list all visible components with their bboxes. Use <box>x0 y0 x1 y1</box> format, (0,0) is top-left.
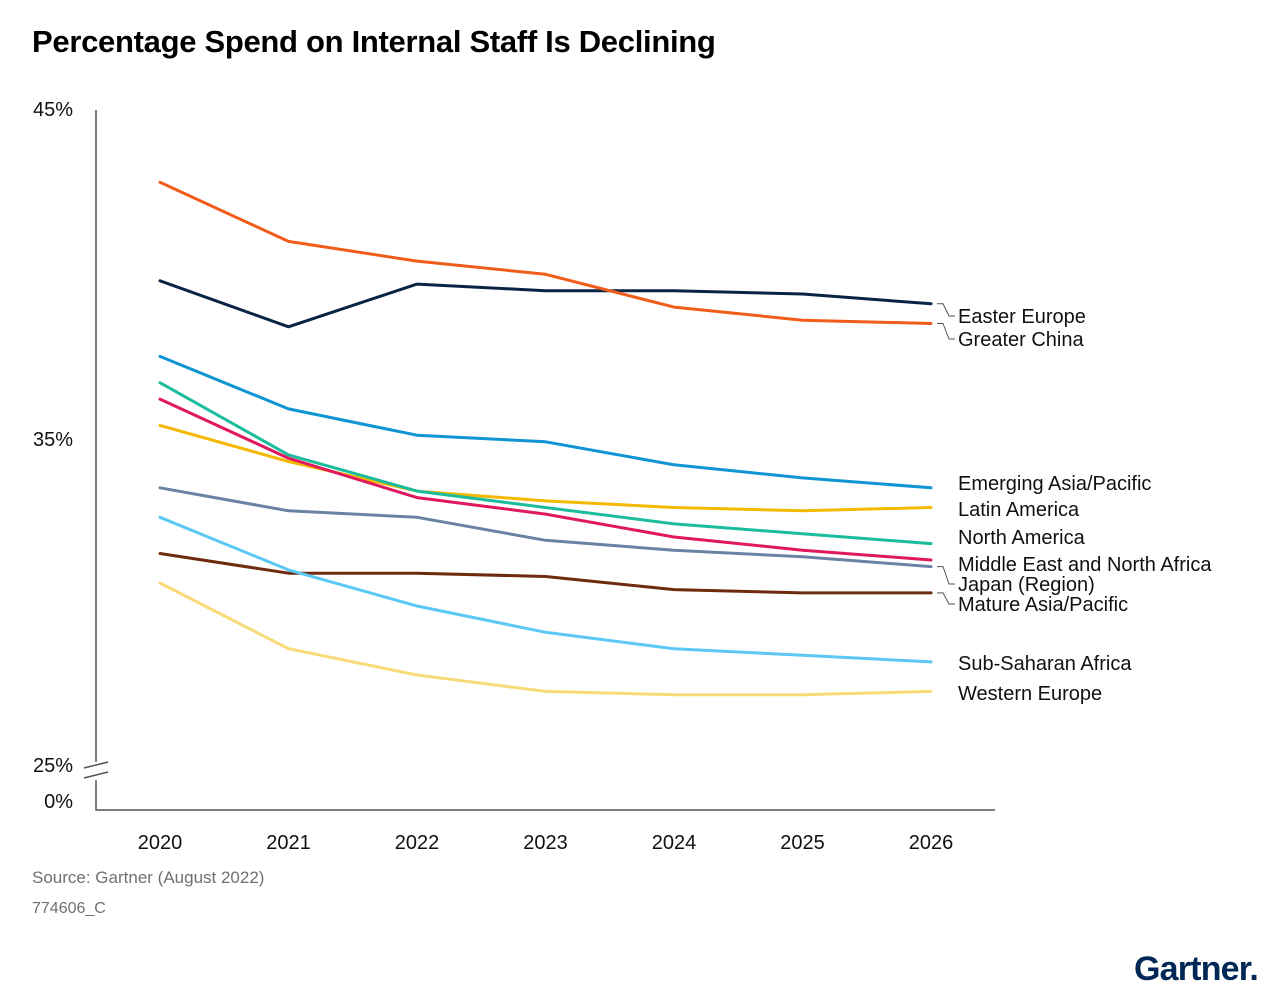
x-axis-labels: 2020 2021 2022 2023 2024 2025 2026 <box>138 832 954 854</box>
series-label: North America <box>958 527 1086 549</box>
chart-axes <box>83 110 995 811</box>
y-tick-label: 45% <box>33 99 73 121</box>
series-label: Japan (Region) <box>958 574 1095 596</box>
figure-code: 774606_C <box>32 900 106 917</box>
series-line <box>158 397 933 562</box>
series-line <box>158 381 933 546</box>
label-leader-line <box>937 303 955 317</box>
axis-lines <box>95 110 995 811</box>
series-label: Greater China <box>958 329 1084 351</box>
x-tick-label: 2021 <box>266 832 311 854</box>
y-tick-label: 25% <box>33 755 73 777</box>
series-label: Latin America <box>958 499 1080 521</box>
series-line <box>158 552 933 595</box>
series-label: Western Europe <box>958 683 1102 705</box>
y-axis-labels: 45% 35% 25% 0% <box>33 99 73 813</box>
label-leader-line <box>937 592 955 605</box>
series-label: Middle East and North Africa <box>958 554 1212 576</box>
series-label: Easter Europe <box>958 306 1086 328</box>
chart-title: Percentage Spend on Internal Staff Is De… <box>32 24 716 59</box>
series-line <box>158 486 933 569</box>
x-tick-label: 2022 <box>395 832 440 854</box>
label-leader-line <box>937 323 955 340</box>
x-tick-label: 2026 <box>909 832 954 854</box>
x-tick-label: 2025 <box>780 832 825 854</box>
series-line <box>158 581 933 697</box>
series-line <box>158 354 933 490</box>
x-tick-label: 2023 <box>523 832 568 854</box>
brand-text: Gartner <box>1134 950 1250 988</box>
label-leader-line <box>937 566 955 585</box>
series-label: Sub-Saharan Africa <box>958 653 1132 675</box>
series-line <box>158 423 933 513</box>
x-tick-label: 2024 <box>652 832 697 854</box>
y-tick-label: 35% <box>33 429 73 451</box>
y-tick-label: 0% <box>44 791 73 813</box>
series-label: Emerging Asia/Pacific <box>958 473 1151 495</box>
series-line <box>158 515 933 664</box>
axis-break-mark <box>83 761 109 779</box>
series-line <box>158 180 933 325</box>
source-note: Source: Gartner (August 2022) <box>32 868 265 887</box>
gartner-logo: Gartner. <box>1134 950 1259 989</box>
series-label: Mature Asia/Pacific <box>958 594 1128 616</box>
series-line <box>158 279 933 329</box>
x-tick-label: 2020 <box>138 832 183 854</box>
brand-dot: . <box>1249 950 1258 988</box>
series-lines <box>158 180 933 697</box>
